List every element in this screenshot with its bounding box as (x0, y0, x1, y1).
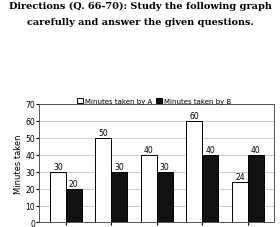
Bar (66, 189, 82, 222)
Bar (202, 155, 218, 222)
Text: 40: 40 (251, 145, 261, 154)
Text: 40: 40 (205, 145, 215, 154)
Y-axis label: Minutes taken: Minutes taken (13, 134, 22, 193)
Text: 30: 30 (160, 162, 170, 171)
Text: 20: 20 (69, 179, 79, 188)
Bar (157, 172, 173, 222)
Legend: Minutes taken by A, Minutes taken by B: Minutes taken by A, Minutes taken by B (74, 95, 234, 107)
Bar (95, 138, 111, 222)
Bar (141, 155, 157, 222)
Bar (248, 155, 264, 222)
Text: 50: 50 (99, 128, 108, 137)
Bar (232, 182, 248, 222)
Bar (186, 121, 202, 222)
Text: 60: 60 (190, 111, 199, 121)
Text: 24: 24 (235, 172, 245, 181)
Bar (50, 172, 66, 222)
Text: Directions (Q. 66-70): Study the following graph: Directions (Q. 66-70): Study the followi… (9, 2, 271, 11)
Text: carefully and answer the given questions.: carefully and answer the given questions… (27, 18, 253, 27)
Bar (111, 172, 127, 222)
Text: 30: 30 (53, 162, 63, 171)
Text: 30: 30 (115, 162, 124, 171)
Text: 40: 40 (144, 145, 154, 154)
